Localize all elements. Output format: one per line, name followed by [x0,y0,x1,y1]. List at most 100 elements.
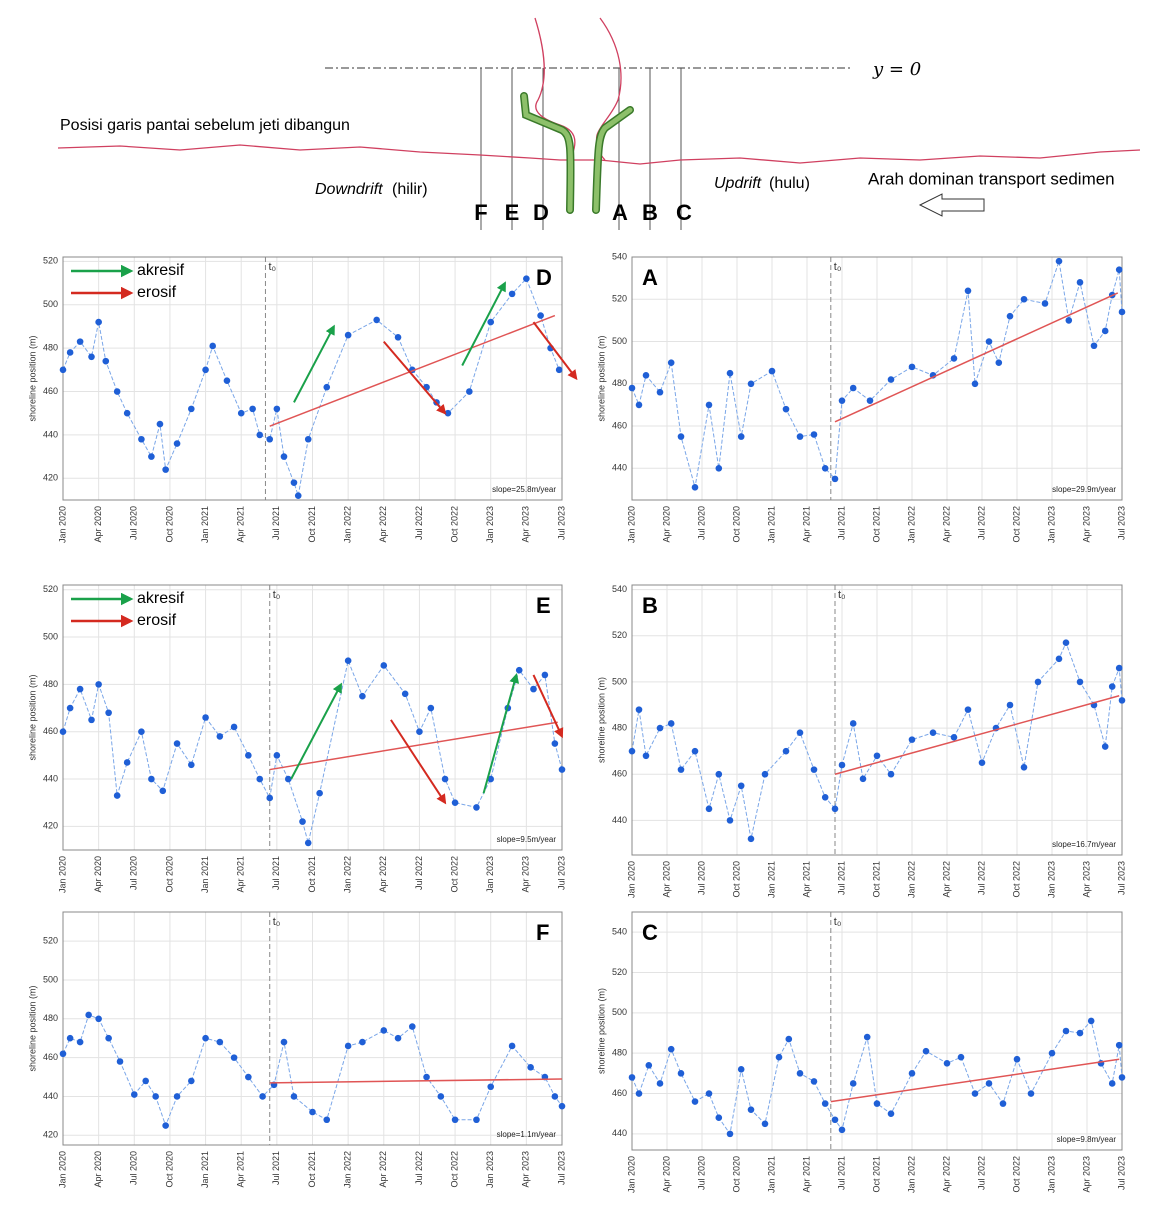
data-point [66,1034,74,1042]
panel-title: D [536,265,552,290]
data-point [245,1073,252,1081]
data-point [635,706,643,713]
data-point [173,1093,181,1100]
x-tick-label: Oct 2021 [871,506,881,543]
data-point [451,1116,459,1124]
x-tick-label: Jan 2023 [485,856,495,893]
plot-frame [631,584,1123,856]
y-axis-label: shoreline position (m) [596,988,606,1074]
y-tick-label: 460 [43,386,58,396]
x-tick-label: Jan 2021 [766,506,776,543]
y-tick-label: 520 [612,967,627,977]
slope-label: slope=9.5m/year [497,835,557,844]
data-point [558,1102,566,1110]
x-tick-label: Apr 2020 [93,1151,103,1188]
data-point [964,706,972,713]
data-point [66,704,74,712]
x-tick-label: Apr 2021 [801,861,811,898]
x-tick-label: Jan 2023 [485,1151,495,1188]
x-tick-label: Oct 2022 [1011,506,1021,543]
data-point [971,380,979,388]
x-tick-label: Apr 2021 [801,1156,811,1193]
data-point [256,775,264,783]
data-point [1090,342,1098,350]
data-point [76,338,84,345]
data-point [551,740,559,747]
data-point [466,388,473,395]
x-tick-label: Jul 2020 [696,506,706,540]
chart-panel: 420 440 460 480 500 520 Jan 2020 Apr 2020 Jul 20… [27,911,566,1188]
erosion-arrow [532,674,564,739]
x-tick-label: Jan 2022 [343,1151,353,1188]
data-point [230,1054,238,1061]
x-tick-label: Jul 2023 [1116,506,1126,540]
data-point [273,752,281,759]
data-point [796,1070,804,1077]
data-point [508,290,516,298]
x-tick-label: Oct 2020 [731,1156,741,1193]
data-point [810,1078,818,1085]
t0-label: t₀ [273,916,281,928]
x-tick-label: Apr 2023 [1081,506,1091,543]
data-point [1006,312,1014,320]
data-point [628,384,636,392]
y-tick-label: 500 [43,631,58,641]
x-tick-label: Jan 2020 [626,1156,636,1193]
data-point [691,747,699,755]
data-point [123,759,131,766]
jetty-left [520,92,575,214]
erosion-arrow [390,719,447,805]
transect-label: B [642,200,658,225]
data-point [473,804,480,811]
data-point [645,1061,653,1069]
x-tick-label: Apr 2023 [521,856,531,893]
data-point [821,1100,829,1107]
data-point [849,720,857,727]
data-point [76,1038,84,1046]
data-point [202,366,209,374]
data-point [266,435,274,443]
data-point [409,1023,416,1030]
data-point [148,775,155,783]
transect-label: E [505,200,520,225]
data-point [102,357,110,365]
y-tick-label: 480 [43,679,58,689]
x-tick-label: Jul 2022 [976,1156,986,1190]
data-point [761,770,769,778]
x-tick-label: Oct 2020 [164,506,174,543]
data-point [1118,308,1126,316]
data-point [737,1066,745,1073]
y0-label: y = 0 [872,59,921,80]
x-tick-label: Jul 2021 [836,506,846,540]
data-point [416,728,423,735]
data-point [737,782,745,790]
data-point [831,805,839,813]
data-point [667,1045,675,1053]
data-point [747,1106,755,1113]
data-point [1087,1017,1095,1025]
data-point [437,1093,445,1100]
data-point [887,376,895,383]
data-point [796,729,804,736]
data-point [209,342,216,350]
y-tick-label: 440 [43,429,58,439]
x-tick-label: Jul 2023 [556,506,566,540]
data-point [929,729,937,736]
x-tick-label: Oct 2021 [871,1156,881,1193]
series-line [62,1014,563,1128]
data-point [148,453,155,460]
data-point [1041,300,1049,307]
x-tick-label: Jan 2020 [57,856,67,893]
data-point [677,766,685,773]
y-axis-label: shoreline position (m) [596,677,606,763]
x-tick-label: Oct 2020 [164,856,174,893]
x-tick-label: Apr 2020 [661,861,671,898]
x-tick-label: Jan 2023 [1046,1156,1056,1193]
data-point [950,734,958,741]
x-tick-label: Apr 2020 [93,856,103,893]
data-point [849,1080,857,1087]
x-tick-label: Jan 2022 [343,856,353,893]
data-point [256,431,264,439]
y-tick-label: 500 [612,676,627,686]
data-point [401,690,409,698]
